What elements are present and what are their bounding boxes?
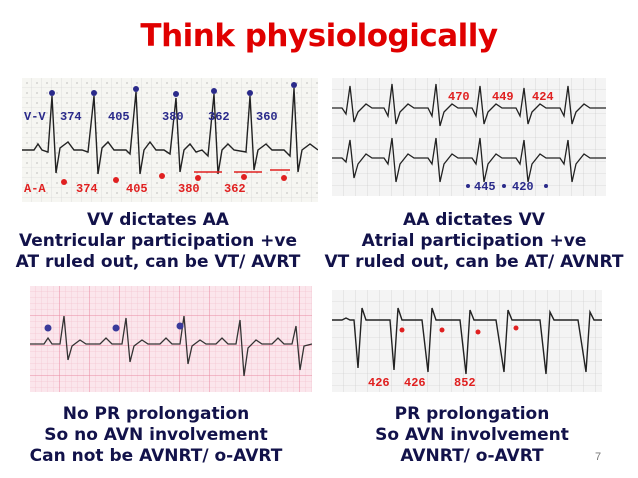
ecg-panel-top-left: V-V 374 405 380 362 360 A-A 374 405 380 …: [22, 78, 318, 202]
ecg-strip-top-left: V-V 374 405 380 362 360 A-A 374 405 380 …: [22, 78, 318, 202]
aa-interval: 374: [76, 182, 98, 196]
vv-marker: [173, 91, 179, 97]
aa-marker: [241, 174, 247, 180]
ecg-trace: [332, 307, 602, 375]
vv-interval: 380: [162, 110, 184, 124]
aa-marker: [61, 179, 67, 185]
ecg-strip-top-right: 470 449 424 445 420: [332, 78, 606, 196]
caption-line: So no AVN involvement: [44, 425, 268, 445]
aa-interval: 405: [126, 182, 148, 196]
ecg-panel-bottom-left: [30, 286, 312, 392]
vv-marker: [133, 86, 139, 92]
p-wave-marker: [112, 324, 120, 332]
vv-interval: 445: [474, 180, 496, 194]
p-wave-marker: [475, 329, 481, 335]
caption-line: Ventricular participation +ve: [18, 231, 297, 251]
interval-label: 852: [454, 376, 476, 390]
ecg-strip-bottom-left: [30, 286, 312, 392]
p-wave-marker: [44, 324, 52, 332]
aa-marker: [159, 173, 165, 179]
vv-label: V-V: [24, 110, 46, 124]
caption-bottom-left: No PR prolongation So no AVN involvement…: [6, 404, 306, 467]
caption-top-left: VV dictates AA Ventricular participation…: [8, 210, 308, 273]
caption-line: AVNRT/ o-AVRT: [400, 446, 544, 466]
interval-label: 426: [368, 376, 390, 390]
aa-marker: [195, 175, 201, 181]
vv-interval: 360: [256, 110, 278, 124]
caption-line: VV dictates AA: [87, 210, 229, 230]
ecg-trace: [22, 87, 318, 175]
caption-line: AA dictates VV: [403, 210, 545, 230]
caption-bottom-right: PR prolongation So AVN involvement AVNRT…: [324, 404, 620, 467]
aa-brackets: [194, 169, 290, 173]
p-wave-markers: [399, 325, 519, 335]
vv-marker: [291, 82, 297, 88]
interval-label: 426: [404, 376, 426, 390]
aa-interval: 470: [448, 90, 470, 104]
caption-line: Atrial participation +ve: [361, 231, 587, 251]
aa-interval: 449: [492, 90, 514, 104]
vv-marker: [211, 88, 217, 94]
aa-interval: 362: [224, 182, 246, 196]
caption-line: Can not be AVNRT/ o-AVRT: [29, 446, 283, 466]
caption-line: VT ruled out, can be AT/ AVNRT: [324, 252, 624, 272]
aa-marker: [281, 175, 287, 181]
ecg-trace-lower: [332, 137, 606, 183]
p-wave-marker: [399, 327, 405, 333]
interval-dots: [466, 184, 548, 188]
p-wave-marker: [513, 325, 519, 331]
vv-interval: 362: [208, 110, 230, 124]
caption-line: So AVN involvement: [375, 425, 569, 445]
caption-line: PR prolongation: [394, 404, 550, 424]
slide-title: Think physiologically: [140, 18, 498, 54]
vv-marker: [247, 90, 253, 96]
caption-top-right: AA dictates VV Atrial participation +ve …: [318, 210, 630, 273]
vv-interval: 405: [108, 110, 130, 124]
aa-label: A-A: [24, 182, 46, 196]
vv-interval: 374: [60, 110, 82, 124]
ecg-panel-bottom-right: 426 426 852: [332, 290, 602, 392]
vv-interval: 420: [512, 180, 534, 194]
aa-interval: 424: [532, 90, 554, 104]
p-wave-marker: [176, 322, 184, 330]
vv-marker: [91, 90, 97, 96]
aa-interval: 380: [178, 182, 200, 196]
vv-markers: [49, 82, 297, 97]
page-number: 7: [595, 451, 602, 463]
vv-marker: [49, 90, 55, 96]
aa-marker: [113, 177, 119, 183]
ecg-strip-bottom-right: 426 426 852: [332, 290, 602, 392]
ecg-trace: [30, 315, 312, 377]
caption-line: AT ruled out, can be VT/ AVRT: [15, 252, 301, 272]
p-wave-marker: [439, 327, 445, 333]
p-wave-markers: [44, 322, 184, 332]
aa-markers: [61, 173, 287, 185]
ecg-panel-top-right: 470 449 424 445 420: [332, 78, 606, 196]
caption-line: No PR prolongation: [62, 404, 250, 424]
ecg-trace-upper: [332, 83, 606, 127]
